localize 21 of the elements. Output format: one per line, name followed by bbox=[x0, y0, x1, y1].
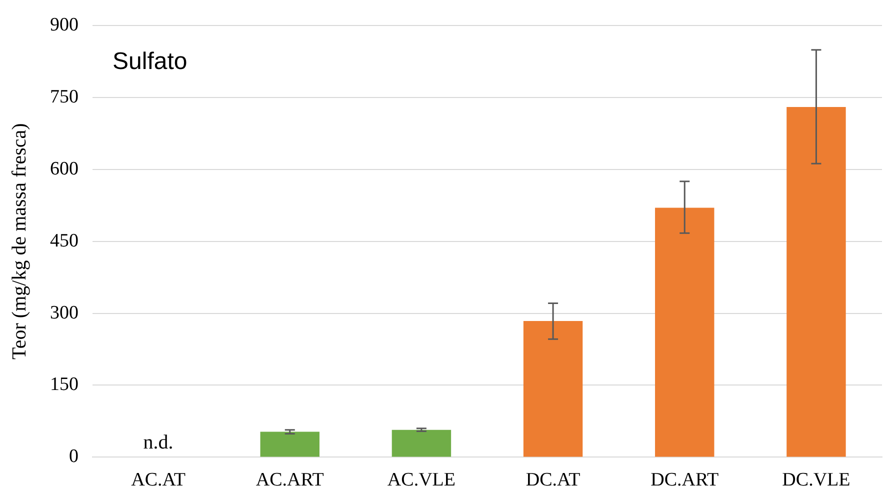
x-tick-label: DC.AT bbox=[526, 470, 581, 491]
y-axis-title: Teor (mg/kg de massa fresca) bbox=[8, 123, 30, 360]
x-tick-label: DC.VLE bbox=[782, 470, 850, 491]
bar bbox=[523, 320, 583, 457]
bar bbox=[655, 208, 714, 457]
y-tick-label: 300 bbox=[50, 302, 78, 324]
y-tick-label: 0 bbox=[69, 446, 78, 468]
x-tick-label: DC.ART bbox=[650, 470, 720, 491]
text: Sulfato bbox=[112, 48, 188, 76]
bar bbox=[260, 432, 320, 457]
bar bbox=[392, 430, 452, 457]
y-tick-label: 450 bbox=[50, 230, 78, 252]
y-tick-label: 600 bbox=[50, 158, 78, 180]
y-tick-label: 750 bbox=[50, 86, 78, 108]
y-tick-label: 900 bbox=[50, 14, 78, 36]
x-tick-label: AC.ART bbox=[256, 470, 324, 491]
annotation: n.d. bbox=[143, 431, 174, 454]
bar bbox=[786, 106, 846, 457]
x-tick-label: AC.AT bbox=[131, 470, 186, 491]
x-tick-label: AC.VLE bbox=[387, 470, 456, 491]
y-tick-label: 150 bbox=[50, 374, 78, 396]
